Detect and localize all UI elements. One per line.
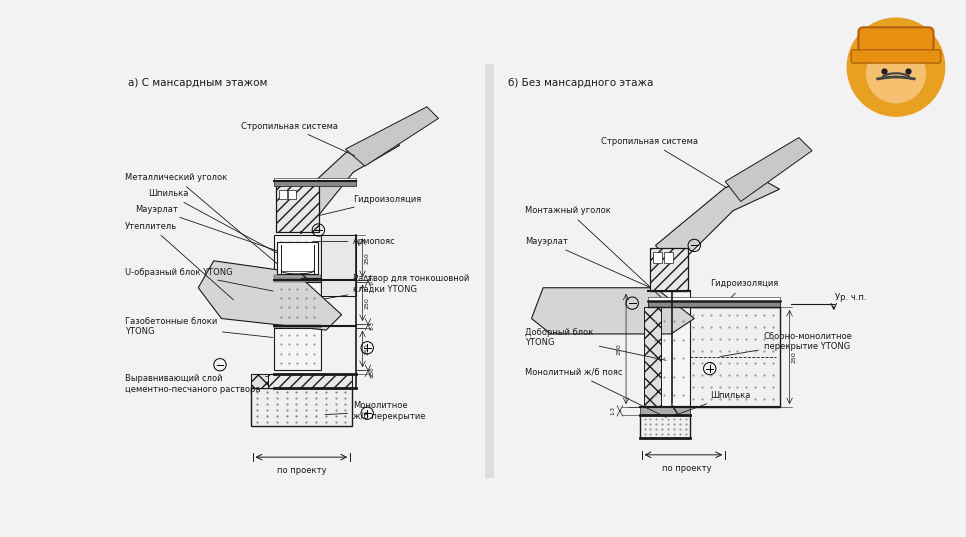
Text: 1-3: 1-3 xyxy=(370,321,375,330)
Text: ≤30: ≤30 xyxy=(370,366,375,378)
Polygon shape xyxy=(346,107,439,166)
FancyBboxPatch shape xyxy=(859,27,933,60)
Text: Мауэрлат: Мауэрлат xyxy=(134,205,281,252)
Text: Гидроизоляция: Гидроизоляция xyxy=(710,279,778,302)
Text: 250: 250 xyxy=(364,297,369,309)
Bar xyxy=(274,178,356,182)
Text: 250: 250 xyxy=(616,343,622,355)
Bar xyxy=(644,307,661,407)
Text: Шпилька: Шпилька xyxy=(674,391,751,416)
Polygon shape xyxy=(531,288,695,334)
Bar xyxy=(274,235,321,278)
Polygon shape xyxy=(198,261,342,330)
Text: Гидроизоляция: Гидроизоляция xyxy=(309,195,421,218)
Bar xyxy=(640,415,691,438)
Bar xyxy=(274,275,321,278)
Bar xyxy=(648,297,780,301)
Text: Металлический уголок: Металлический уголок xyxy=(125,173,285,271)
Bar xyxy=(648,291,691,407)
Bar xyxy=(277,242,318,274)
Text: Раствор для тонкошовной
кладки YTONG: Раствор для тонкошовной кладки YTONG xyxy=(325,274,469,299)
Text: по проекту: по проекту xyxy=(662,464,711,473)
Text: 250: 250 xyxy=(791,351,796,363)
Bar xyxy=(485,64,495,478)
Bar xyxy=(664,252,673,263)
Bar xyxy=(275,185,319,231)
Text: Монтажный уголок: Монтажный уголок xyxy=(526,206,661,297)
Text: Доборный блок
YTONG: Доборный блок YTONG xyxy=(526,328,666,360)
Bar xyxy=(687,307,780,407)
Circle shape xyxy=(847,18,945,116)
Text: U-образный блок YTONG: U-образный блок YTONG xyxy=(125,268,273,291)
Text: Монолитный ж/б пояс: Монолитный ж/б пояс xyxy=(526,368,667,417)
Bar xyxy=(640,407,691,415)
Text: Монолитное
ж/б перекрытие: Монолитное ж/б перекрытие xyxy=(325,401,426,420)
Text: 250: 250 xyxy=(364,252,369,264)
Text: Стропильная система: Стропильная система xyxy=(241,121,355,156)
Text: по проекту: по проекту xyxy=(276,466,327,475)
Text: Стропильная система: Стропильная система xyxy=(601,137,726,188)
Text: а) С мансардным этажом: а) С мансардным этажом xyxy=(128,78,268,88)
Text: Шпилька: Шпилька xyxy=(148,190,285,257)
Circle shape xyxy=(867,43,925,103)
Text: Утеплитель: Утеплитель xyxy=(125,222,234,300)
Text: Армопояс: Армопояс xyxy=(313,237,396,246)
FancyBboxPatch shape xyxy=(851,50,941,63)
Bar xyxy=(251,374,268,388)
Bar xyxy=(653,252,663,263)
Bar xyxy=(648,301,780,307)
Bar xyxy=(274,328,321,370)
Bar xyxy=(274,325,321,328)
Bar xyxy=(650,249,688,291)
Text: Сборно-монолитное
перекрытие YTONG: Сборно-монолитное перекрытие YTONG xyxy=(721,332,853,357)
Bar xyxy=(251,388,352,426)
Bar xyxy=(274,281,321,324)
Text: 1-3: 1-3 xyxy=(611,407,615,416)
Text: Выравнивающий слой
цементно-песчаного раствора: Выравнивающий слой цементно-песчаного ра… xyxy=(125,374,268,394)
Text: б) Без мансардного этажа: б) Без мансардного этажа xyxy=(508,78,654,88)
Bar xyxy=(274,279,321,281)
Bar xyxy=(288,190,296,199)
Text: Ур. ч.п.: Ур. ч.п. xyxy=(836,293,867,302)
Text: 250: 250 xyxy=(364,343,369,355)
Polygon shape xyxy=(287,134,400,230)
Text: Мауэрлат: Мауэрлат xyxy=(526,237,657,291)
Text: 1-3: 1-3 xyxy=(370,277,375,285)
Bar xyxy=(251,374,352,388)
Bar xyxy=(321,235,356,296)
Polygon shape xyxy=(725,137,812,201)
Bar xyxy=(279,190,287,199)
Bar xyxy=(323,237,355,295)
Bar xyxy=(274,182,356,186)
Polygon shape xyxy=(656,176,780,268)
Text: Газобетонные блоки
YTONG: Газобетонные блоки YTONG xyxy=(125,316,273,337)
